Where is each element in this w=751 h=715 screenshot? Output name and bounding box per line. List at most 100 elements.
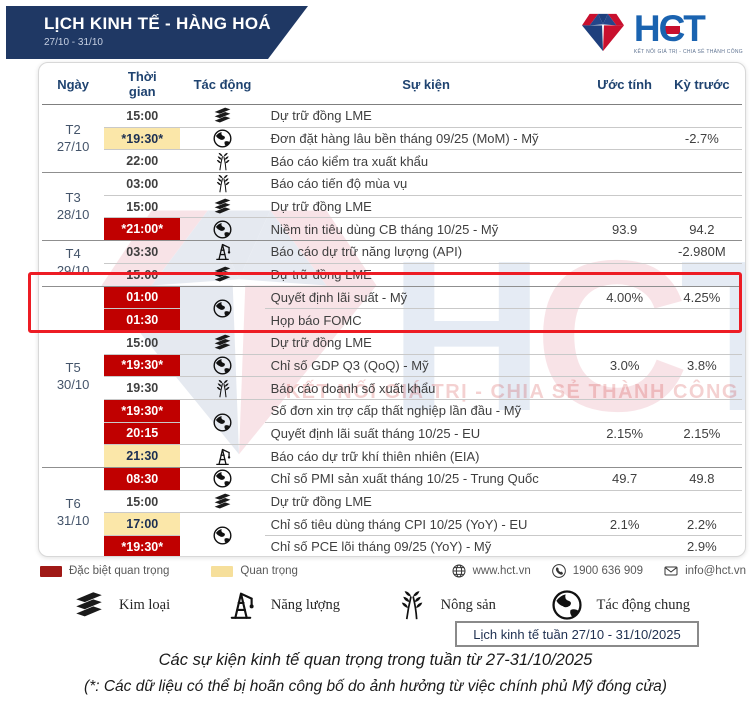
previous-cell bbox=[661, 262, 742, 286]
estimate-cell bbox=[587, 194, 662, 218]
event-row: *19:30* Chỉ số PCE lõi tháng 09/25 (YoY)… bbox=[42, 535, 742, 556]
event-row: T5 30/10 01:00 Quyết định lãi suất - Mỹ 4… bbox=[42, 285, 742, 468]
event-cell: Quyết định lãi suất tháng 10/25 - EU bbox=[264, 421, 588, 445]
estimate-cell: 4.00% bbox=[587, 285, 662, 309]
event-cell: Dự trữ đồng LME bbox=[264, 330, 588, 355]
legend-contact-row: Đặc biệt quan trọng Quan trọng www.hct.v… bbox=[40, 563, 746, 579]
estimate-cell bbox=[587, 240, 662, 264]
global-icon bbox=[212, 219, 233, 240]
time-label: 15:00 bbox=[126, 199, 159, 214]
impact-cell bbox=[180, 240, 265, 264]
time-cell: 03:30 bbox=[104, 240, 181, 264]
metal-icon bbox=[212, 105, 233, 126]
red-swatch bbox=[40, 565, 62, 577]
previous-cell bbox=[661, 376, 742, 400]
time-label: *19:30* bbox=[121, 358, 164, 373]
calendar-caption-box: Lịch kinh tế tuần 27/10 - 31/10/2025 bbox=[455, 621, 699, 647]
event-cell: Chỉ số PCE lõi tháng 09/25 (YoY) - Mỹ bbox=[264, 535, 588, 556]
calendar-card: HCT KẾT NỐI GIÁ TRỊ - CHIA SẺ THÀNH CÔNG… bbox=[38, 62, 746, 557]
impact-cell bbox=[180, 126, 265, 150]
previous-cell bbox=[661, 104, 742, 128]
impact-cell bbox=[180, 398, 265, 445]
time-label: *19:30* bbox=[121, 403, 164, 418]
legend-special: Đặc biệt quan trọng bbox=[40, 565, 169, 577]
time-cell: 21:30 bbox=[104, 444, 181, 468]
time-label: 17:00 bbox=[126, 517, 159, 532]
event-row: *21:00* Niềm tin tiêu dùng CB tháng 10/2… bbox=[42, 217, 742, 241]
previous-cell bbox=[661, 444, 742, 468]
previous-cell: 4.25% bbox=[661, 285, 742, 309]
estimate-cell bbox=[587, 262, 662, 286]
time-cell: 15:00 bbox=[104, 262, 181, 286]
impact-cell bbox=[180, 444, 265, 468]
legend-global: Tác động chung bbox=[550, 588, 690, 622]
event-cell: Báo cáo kiểm tra xuất khẩu bbox=[264, 149, 588, 173]
time-cell: *19:30* bbox=[104, 126, 181, 150]
agri-icon bbox=[394, 588, 428, 622]
time-label: 03:30 bbox=[126, 244, 159, 259]
estimate-cell bbox=[587, 308, 662, 332]
time-label: *21:00* bbox=[121, 222, 164, 237]
day-cell: T4 29/10 bbox=[42, 240, 105, 286]
event-cell: Báo cáo doanh số xuất khẩu bbox=[264, 376, 588, 400]
agri-icon bbox=[212, 151, 233, 172]
metal-icon bbox=[72, 588, 106, 622]
time-cell: *19:30* bbox=[104, 353, 181, 377]
legend-energy: Năng lượng bbox=[224, 588, 340, 622]
event-row: *19:30* Số đơn xin trợ cấp thất nghiệp l… bbox=[42, 398, 742, 445]
previous-cell bbox=[661, 149, 742, 173]
col-header-impact: Tác động bbox=[180, 64, 265, 105]
previous-cell bbox=[661, 398, 742, 423]
event-row: 17:00 Chỉ số tiêu dùng tháng CPI 10/25 (… bbox=[42, 512, 742, 556]
logo-tagline: KẾT NỐI GIÁ TRỊ - CHIA SẺ THÀNH CÔNG bbox=[633, 49, 743, 55]
event-row: 15:00 Dự trữ đồng LME bbox=[42, 194, 742, 218]
agri-icon bbox=[212, 378, 233, 399]
global-icon bbox=[550, 588, 584, 622]
time-cell: 15:00 bbox=[104, 489, 181, 513]
website-link[interactable]: www.hct.vn bbox=[451, 563, 531, 579]
legend-agri: Nông sản bbox=[394, 588, 496, 622]
event-row: *19:30* Đơn đặt hàng lâu bền tháng 09/25… bbox=[42, 126, 742, 150]
legend-metal: Kim loại bbox=[72, 588, 170, 622]
event-cell: Chỉ số tiêu dùng tháng CPI 10/25 (YoY) -… bbox=[264, 512, 588, 536]
email-link[interactable]: info@hct.vn bbox=[663, 563, 746, 579]
estimate-cell: 93.9 bbox=[587, 217, 662, 241]
event-cell: Báo cáo tiến độ mùa vụ bbox=[264, 172, 588, 196]
day-cell: T5 30/10 bbox=[42, 285, 105, 468]
event-row: T2 27/10 15:00 Dự trữ đồng LME bbox=[42, 103, 742, 173]
previous-cell bbox=[661, 489, 742, 513]
time-label: 15:00 bbox=[126, 108, 159, 123]
website-text: www.hct.vn bbox=[472, 565, 531, 577]
previous-cell: 49.8 bbox=[661, 467, 742, 491]
phone-text: 1900 636 909 bbox=[572, 565, 644, 577]
time-cell: 17:00 bbox=[104, 512, 181, 536]
col-header-event: Sự kiện bbox=[264, 64, 588, 105]
mail-icon bbox=[663, 563, 679, 579]
estimate-cell: 3.0% bbox=[587, 353, 662, 377]
previous-cell: 2.15% bbox=[661, 421, 742, 445]
legend-important: Quan trọng bbox=[211, 565, 298, 577]
header-banner: LỊCH KINH TẾ - HÀNG HOÁ 27/10 - 31/10 bbox=[6, 6, 308, 59]
event-cell: Dự trữ đồng LME bbox=[264, 194, 588, 218]
estimate-cell bbox=[587, 104, 662, 128]
contact-info: www.hct.vn 1900 636 909 info@hct.vn bbox=[451, 563, 746, 579]
metal-icon bbox=[212, 491, 233, 512]
time-label: 15:00 bbox=[126, 335, 159, 350]
footnote-disclaimer: (*: Các dữ liệu có thể bị hoãn công bố d… bbox=[84, 678, 667, 695]
impact-cell bbox=[180, 376, 265, 400]
impact-cell bbox=[180, 149, 265, 173]
previous-cell: -2.980M bbox=[661, 240, 742, 264]
impact-cell bbox=[180, 467, 265, 491]
time-cell: 15:00 bbox=[104, 194, 181, 218]
time-label: 20:15 bbox=[126, 426, 159, 441]
event-row: 21:30 Báo cáo dự trữ khí thiên nhiên (EI… bbox=[42, 444, 742, 468]
event-cell: Dự trữ đồng LME bbox=[264, 489, 588, 513]
day-cell: T2 27/10 bbox=[42, 103, 105, 173]
phone-link[interactable]: 1900 636 909 bbox=[551, 563, 643, 579]
event-row: 15:00 Dự trữ đồng LME bbox=[42, 489, 742, 513]
estimate-cell: 2.15% bbox=[587, 421, 662, 445]
agri-icon bbox=[212, 173, 233, 194]
impact-cell bbox=[180, 285, 265, 332]
time-label: 15:00 bbox=[126, 267, 159, 282]
event-cell: Dự trữ đồng LME bbox=[264, 262, 588, 286]
